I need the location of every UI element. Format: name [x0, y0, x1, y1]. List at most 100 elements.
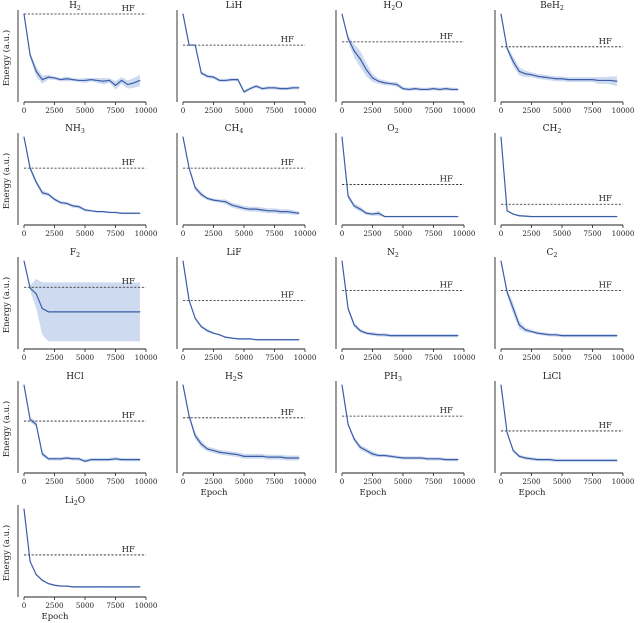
data-point	[72, 205, 74, 207]
data-point	[90, 311, 92, 313]
x-tick-label: 5000	[76, 477, 95, 486]
data-point	[231, 204, 233, 206]
data-point	[225, 452, 227, 454]
x-tick-label: 10000	[453, 353, 476, 362]
data-point	[555, 78, 557, 80]
hf-label: HF	[281, 408, 294, 418]
data-point	[518, 215, 520, 217]
x-tick-label: 5000	[76, 229, 95, 238]
data-point	[402, 335, 404, 337]
data-point	[378, 454, 380, 457]
data-point	[60, 202, 62, 204]
data-point	[261, 339, 263, 341]
data-point	[267, 339, 269, 341]
data-point	[457, 88, 459, 90]
data-point	[451, 459, 453, 461]
data-point	[371, 453, 374, 455]
data-point	[139, 459, 141, 461]
data-point	[420, 457, 422, 459]
x-tick-label: 5000	[76, 601, 95, 610]
data-point	[414, 457, 416, 459]
energy-curve	[23, 13, 141, 87]
data-point	[66, 585, 68, 587]
x-tick-label: 0	[181, 106, 186, 115]
x-tick-label: 5000	[394, 106, 413, 115]
data-point	[506, 47, 508, 49]
data-point	[194, 187, 196, 189]
data-point	[108, 459, 110, 461]
subplot-7: O2 0 2500 5000 7500 10000 HF	[335, 124, 476, 238]
energy-curve	[341, 136, 458, 218]
x-tick-label: 10000	[294, 353, 317, 362]
data-point	[237, 79, 239, 81]
data-point	[53, 458, 56, 460]
y-axis-label: Energy (a.u.)	[1, 277, 12, 333]
x-tick-label: 7500	[583, 353, 602, 362]
data-point	[543, 76, 545, 78]
x-tick-label: 2500	[45, 601, 64, 610]
data-point	[53, 584, 56, 586]
data-point	[261, 209, 263, 211]
data-point	[188, 415, 190, 417]
hf-label: HF	[599, 194, 612, 204]
data-point	[561, 215, 563, 218]
data-point	[280, 339, 282, 341]
x-tick-label: 2500	[204, 229, 223, 238]
data-point	[286, 457, 288, 459]
x-tick-label: 0	[499, 353, 504, 362]
data-point	[41, 308, 43, 310]
x-tick-label: 0	[22, 106, 27, 115]
data-point	[414, 335, 416, 337]
data-point	[347, 38, 349, 40]
data-point	[255, 455, 257, 457]
data-point	[47, 311, 49, 313]
data-point	[598, 459, 600, 461]
data-point	[108, 79, 110, 81]
data-point	[530, 330, 533, 333]
data-point	[66, 78, 68, 80]
data-point	[23, 384, 25, 386]
data-point	[23, 136, 25, 138]
data-point	[378, 80, 380, 82]
data-point	[133, 82, 135, 84]
data-point	[90, 586, 92, 588]
x-axis-label: Epoch	[42, 612, 70, 622]
data-point	[518, 324, 520, 326]
data-point	[524, 329, 526, 331]
data-point	[231, 337, 233, 339]
data-point	[200, 443, 202, 445]
data-point	[139, 586, 141, 588]
energy-curve	[341, 13, 458, 91]
x-tick-label: 2500	[363, 106, 382, 115]
data-point	[426, 88, 428, 90]
data-point	[610, 79, 612, 81]
x-tick-label: 2500	[522, 229, 541, 238]
hf-label: HF	[599, 281, 612, 291]
energy-curve	[23, 508, 140, 588]
data-point	[298, 457, 300, 459]
data-point	[108, 311, 110, 313]
data-point	[579, 459, 581, 461]
x-tick-label: 5000	[553, 106, 572, 115]
data-point	[212, 76, 215, 78]
x-tick-label: 0	[22, 353, 27, 362]
x-tick-label: 7500	[583, 229, 602, 238]
data-point	[524, 457, 526, 459]
x-tick-label: 7500	[106, 353, 125, 362]
data-point	[29, 287, 31, 289]
data-point	[35, 70, 37, 72]
uncertainty-band	[342, 14, 458, 92]
data-point	[530, 74, 533, 76]
data-point	[610, 215, 612, 218]
data-point	[41, 192, 43, 194]
x-tick-label: 0	[499, 477, 504, 486]
data-point	[53, 198, 56, 200]
data-point	[35, 423, 37, 425]
subplot-title: NH3	[65, 124, 85, 135]
data-point	[133, 459, 135, 461]
data-point	[530, 215, 533, 218]
data-point	[585, 459, 587, 461]
data-point	[347, 423, 349, 425]
data-point	[96, 459, 98, 461]
data-point	[261, 455, 263, 457]
